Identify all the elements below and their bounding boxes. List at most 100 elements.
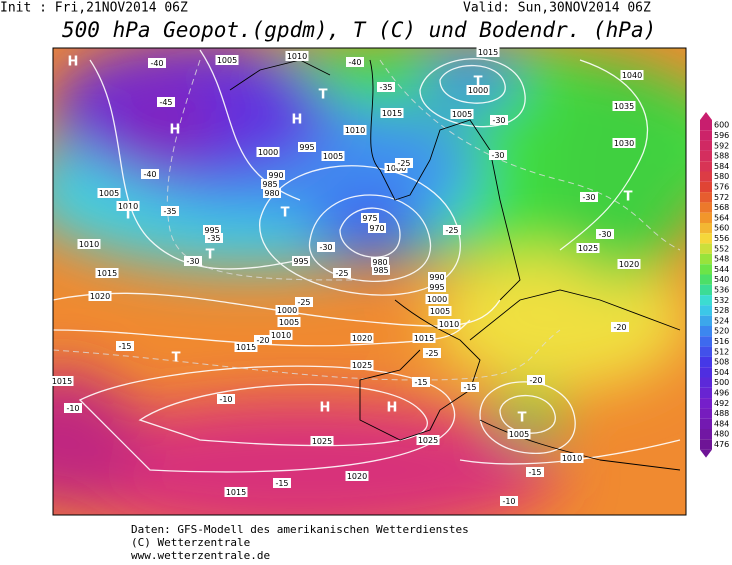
colorbar-cell (700, 140, 712, 151)
isobar-label: 985 (373, 266, 388, 275)
colorbar-label: 552 (714, 244, 729, 253)
pressure-center: T (206, 248, 215, 263)
temperature-label: -40 (348, 58, 361, 67)
temperature-label-box (333, 268, 351, 278)
pressure-center: H (68, 55, 79, 70)
temperature-label-box (116, 341, 134, 351)
isobar-label: 1010 (79, 240, 99, 249)
isobar-label: 1005 (430, 307, 450, 316)
colorbar-label: 580 (714, 172, 729, 181)
isobar-label-box (88, 291, 112, 301)
temperature-label-box (346, 57, 364, 67)
isobar-label-box (321, 151, 345, 161)
isobar-label: 1025 (578, 244, 598, 253)
isobar-label: 1020 (347, 472, 367, 481)
temperature-label: -30 (492, 116, 505, 125)
temperature-label: -15 (463, 383, 476, 392)
isobar-label-box (428, 282, 446, 292)
field (53, 48, 686, 515)
temperature-label-box (526, 467, 544, 477)
isobar-label: 995 (429, 283, 444, 292)
isobar-label-box (476, 47, 500, 57)
footer-url: www.wetterzentrale.de (131, 549, 270, 562)
temperature-label: -30 (491, 151, 504, 160)
isobar-label: 1030 (614, 139, 634, 148)
pressure-center: H (292, 113, 303, 128)
isobar-label-box (343, 125, 367, 135)
temperature-label-box (295, 297, 313, 307)
pressure-center: T (124, 208, 133, 223)
isobar-label-box (234, 342, 258, 352)
colorbar-cell (700, 295, 712, 306)
isobar-label: 1000 (386, 164, 406, 173)
isobar-label: 1005 (99, 189, 119, 198)
isobar-label: 990 (268, 171, 283, 180)
isobar-label-box (275, 305, 299, 315)
temperature-label: -25 (335, 269, 348, 278)
colorbar-cell (700, 253, 712, 265)
temperature-label: -10 (502, 497, 515, 506)
temperature-label-box (423, 348, 441, 358)
isobar-label: 1015 (382, 109, 402, 118)
colorbar-label: 584 (714, 162, 729, 171)
temperature-label: -10 (66, 404, 79, 413)
colorbar-cell (700, 439, 712, 450)
isobar-label-box (263, 188, 281, 198)
colorbar-cell (700, 171, 712, 182)
temperature-label-box (148, 58, 166, 68)
colorbar-cell (700, 120, 712, 131)
isobar-label: 1015 (478, 48, 498, 57)
colorbar-label: 548 (714, 255, 729, 264)
isobar-label-box (416, 435, 440, 445)
temperature-label-box (217, 394, 235, 404)
colorbar-cell (700, 336, 712, 347)
colorbar-cell (700, 130, 712, 141)
temperature-label-box (317, 242, 335, 252)
isobar-label: 995 (204, 226, 219, 235)
isobar-label: 1000 (427, 295, 447, 304)
temperature-label-box (161, 206, 179, 216)
isobar-label-box (203, 225, 221, 235)
title: 500 hPa Geopot.(gpdm), T (C) und Bodendr… (62, 18, 656, 42)
isobar-label: 1015 (236, 343, 256, 352)
colorbar-label: 564 (714, 213, 729, 222)
temperature-label-box (412, 377, 430, 387)
isobar-label: 1000 (258, 148, 278, 157)
colorbar-label: 572 (714, 193, 729, 202)
isobar-label: 1010 (287, 52, 307, 61)
temperature-label: -30 (186, 257, 199, 266)
temperature-label-box (254, 335, 272, 345)
colorbar-cell (700, 264, 712, 275)
isobar-label-box (277, 317, 301, 327)
pressure-center: T (281, 206, 290, 221)
isobar-label-box (371, 257, 389, 267)
temperature-label-box (500, 496, 518, 506)
isobar-label-box (560, 453, 584, 463)
isobar-label: 1015 (414, 334, 434, 343)
isobar-label-box (345, 471, 369, 481)
temperature-label: -40 (143, 170, 156, 179)
colorbar-cell (700, 161, 712, 172)
temperature-label: -30 (582, 193, 595, 202)
isobar-label: 1005 (279, 318, 299, 327)
colorbar-cell (700, 408, 712, 419)
colorbar-cell (700, 150, 712, 162)
colorbar-label: 532 (714, 296, 729, 305)
isobar-label-box (350, 360, 374, 370)
isobar-label: 985 (262, 180, 277, 189)
isobar-label-box (50, 376, 74, 386)
isobar-label-box (428, 272, 446, 282)
temperature-label: -10 (219, 395, 232, 404)
colorbar-label: 576 (714, 182, 729, 191)
colorbar-label: 492 (714, 399, 729, 408)
isobar-label: 1025 (418, 436, 438, 445)
pressure-center: H (387, 401, 398, 416)
isobar-label: 970 (369, 224, 384, 233)
isobar-label: 1015 (97, 269, 117, 278)
temperature-label-box (596, 229, 614, 239)
colorbar-cell (700, 202, 712, 213)
isobar-label-box (617, 259, 641, 269)
isobar-label: 975 (362, 214, 377, 223)
colorbar-cell (700, 326, 712, 337)
isobar-label-box (450, 109, 474, 119)
